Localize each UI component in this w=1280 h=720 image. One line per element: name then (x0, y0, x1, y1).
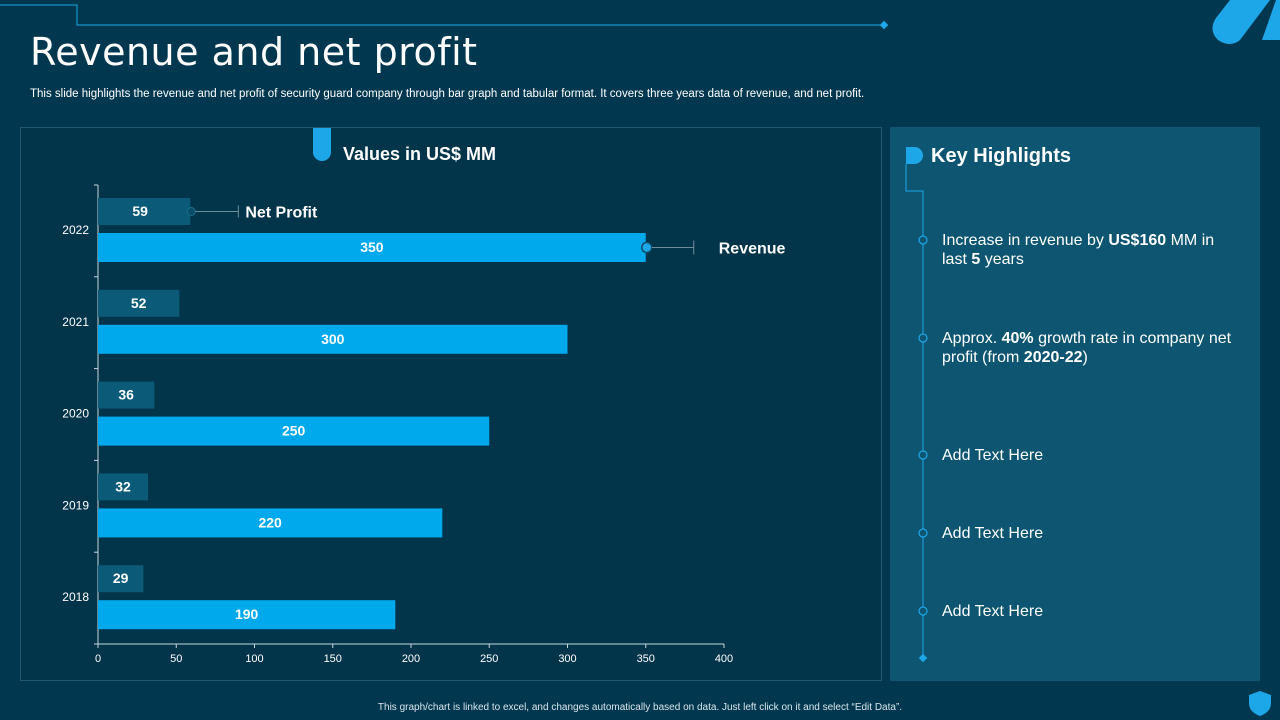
x-tick-label: 300 (558, 653, 576, 665)
category-label: 2019 (62, 498, 89, 512)
highlight-text: years (980, 251, 1024, 268)
bar-revenue (98, 508, 443, 538)
legend-label-revenue: Revenue (719, 241, 786, 258)
highlight-item: Add Text Here (942, 446, 1232, 465)
bar-net-profit (98, 565, 144, 593)
highlight-bullet-dot (918, 450, 928, 460)
bar-label-net-profit: 29 (113, 570, 129, 586)
bar-revenue (98, 416, 490, 446)
highlight-emphasis: 2020-22 (1023, 349, 1083, 366)
highlight-bullet-dot (918, 606, 928, 616)
category-label: 2018 (62, 590, 89, 604)
highlight-emphasis: 5 (971, 251, 981, 268)
highlights-marker-icon (906, 147, 923, 164)
highlight-item: Approx. 40% growth rate in company net p… (942, 329, 1232, 367)
x-tick-label: 200 (402, 653, 420, 665)
highlight-bullet-dot (918, 333, 928, 343)
highlights-timeline (905, 164, 928, 663)
legend-label-net-profit: Net Profit (245, 205, 318, 222)
x-tick-label: 250 (480, 653, 498, 665)
x-tick-label: 0 (95, 653, 101, 665)
highlight-text: Add Text Here (942, 603, 1044, 620)
bar-label-net-profit: 36 (118, 387, 134, 403)
bar-revenue (98, 324, 568, 354)
highlight-text: Add Text Here (942, 447, 1044, 464)
highlight-item: Increase in revenue by US$160 MM in last… (942, 231, 1232, 269)
highlight-text: Add Text Here (942, 525, 1044, 542)
bar-label-net-profit: 52 (131, 295, 147, 311)
bar-label-net-profit: 59 (132, 203, 148, 219)
page-subtitle: This slide highlights the revenue and ne… (30, 88, 865, 100)
highlight-bullet-dot (918, 235, 928, 245)
bar-label-revenue: 190 (235, 606, 259, 622)
bar-label-revenue: 350 (360, 239, 384, 255)
category-label: 2020 (62, 407, 89, 421)
page-title: Revenue and net profit (30, 30, 478, 74)
highlight-emphasis: 40% (1001, 330, 1034, 347)
highlight-bullet-dot (918, 528, 928, 538)
footer-note: This graph/chart is linked to excel, and… (377, 702, 903, 713)
highlight-text: MM in last (942, 232, 1215, 268)
chart-title-marker-icon (313, 128, 331, 161)
bar-revenue (98, 600, 396, 630)
highlight-emphasis: US$160 (1108, 232, 1167, 249)
bar-net-profit (98, 198, 191, 225)
bar-label-revenue: 250 (282, 423, 306, 439)
chart-title: Values in US$ MM (343, 144, 497, 164)
highlight-text: Approx. (942, 330, 1002, 347)
legend-marker-revenue (641, 241, 653, 254)
bar-net-profit (98, 289, 180, 317)
highlight-item: Add Text Here (942, 602, 1232, 621)
top-decoration-line (0, 4, 889, 30)
bar-chart[interactable]: 0 50 100 150 200 250 300 350 400 2022 59 350 Net Pro… (21, 128, 883, 682)
category-label: 2021 (62, 315, 89, 329)
x-tick-label: 50 (170, 653, 182, 665)
x-tick-label: 150 (324, 653, 342, 665)
chart-panel[interactable]: Values in US$ MM 0 50 100 150 200 250 300 350 40… (20, 127, 882, 681)
bar-label-revenue: 220 (258, 514, 282, 530)
highlight-text: growth rate in company net profit (from (942, 330, 1232, 366)
shield-icon (1249, 691, 1271, 716)
bar-net-profit (98, 381, 155, 409)
x-tick-label: 400 (715, 653, 733, 665)
key-highlights-panel: Key Highlights Increase in revenue by US… (890, 127, 1260, 681)
bar-label-revenue: 300 (321, 331, 345, 347)
bar-label-net-profit: 32 (115, 478, 131, 494)
x-tick-label: 100 (245, 653, 263, 665)
bar-net-profit (98, 473, 149, 501)
highlight-item: Add Text Here (942, 524, 1232, 543)
category-label: 2022 (62, 223, 89, 237)
highlight-text: ) (1082, 349, 1088, 366)
legend-marker-net-profit (186, 207, 196, 216)
highlight-text: Increase in revenue by (942, 232, 1109, 249)
corner-decoration (1212, 0, 1280, 44)
highlights-title: Key Highlights (931, 145, 1072, 167)
bar-revenue (98, 233, 646, 262)
x-tick-label: 350 (637, 653, 655, 665)
